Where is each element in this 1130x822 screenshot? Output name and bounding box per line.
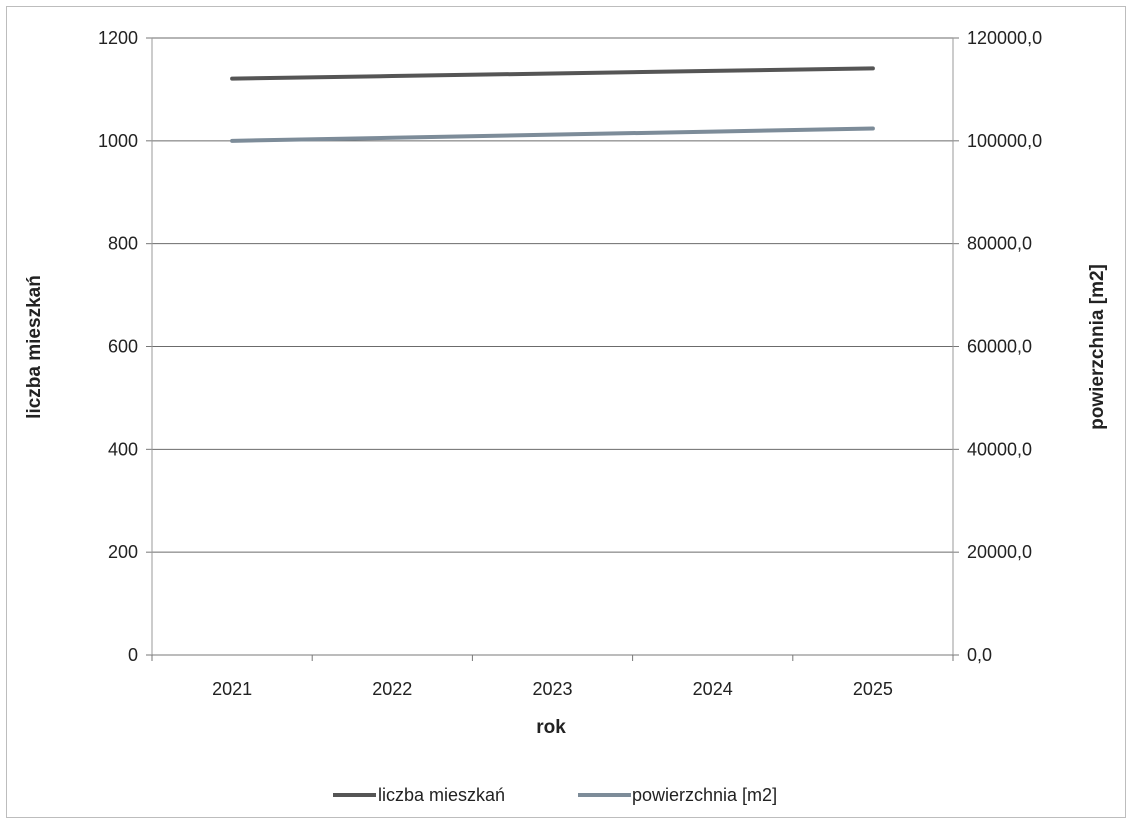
y2-tick-label: 20000,0 <box>967 542 1032 562</box>
y2-tick-label: 0,0 <box>967 645 992 665</box>
data-point <box>712 70 714 72</box>
y-axis-title: liczba mieszkań <box>24 275 45 419</box>
x-tick-label: 2022 <box>372 679 412 699</box>
data-point <box>231 78 233 80</box>
x-tick-label: 2023 <box>532 679 572 699</box>
x-tick-label: 2024 <box>693 679 733 699</box>
data-point <box>872 67 874 69</box>
data-point <box>712 131 714 133</box>
x-tick-label: 2021 <box>212 679 252 699</box>
axes <box>146 37 959 661</box>
x-axis-ticks: 2021 2022 2023 2024 2025 <box>212 679 893 699</box>
left-axis-ticks: 0 200 400 600 800 1000 1200 <box>98 28 138 665</box>
legend: liczba mieszkań powierzchnia [m2] <box>333 785 777 805</box>
y-tick-label: 1000 <box>98 131 138 151</box>
data-point <box>552 134 553 136</box>
data-point <box>391 75 393 77</box>
legend-label-liczba-mieszkan: liczba mieszkań <box>378 785 505 805</box>
data-point <box>872 127 874 129</box>
right-axis-ticks: 0,0 20000,0 40000,0 60000,0 80000,0 100000,0 1… <box>967 28 1042 665</box>
y2-axis-title: powierzchnia [m2] <box>1087 264 1108 430</box>
data-point <box>231 140 233 142</box>
gridlines <box>152 37 953 553</box>
data-point <box>552 72 553 74</box>
y2-tick-label: 80000,0 <box>967 234 1032 254</box>
y2-tick-label: 60000,0 <box>967 337 1032 357</box>
y2-tick-label: 40000,0 <box>967 439 1032 459</box>
y-tick-label: 1200 <box>98 28 138 48</box>
legend-label-powierzchnia: powierzchnia [m2] <box>632 785 777 805</box>
y-tick-label: 600 <box>108 337 138 357</box>
data-point <box>391 137 393 139</box>
y-tick-label: 400 <box>108 439 138 459</box>
x-tick-label: 2025 <box>853 679 893 699</box>
series-lines <box>230 66 875 143</box>
y-tick-label: 800 <box>108 234 138 254</box>
y-tick-label: 0 <box>128 645 138 665</box>
x-axis-title: rok <box>536 717 566 738</box>
y2-tick-label: 100000,0 <box>967 131 1042 151</box>
y2-tick-label: 120000,0 <box>967 28 1042 48</box>
chart-frame <box>6 6 1126 818</box>
y-tick-label: 200 <box>108 542 138 562</box>
